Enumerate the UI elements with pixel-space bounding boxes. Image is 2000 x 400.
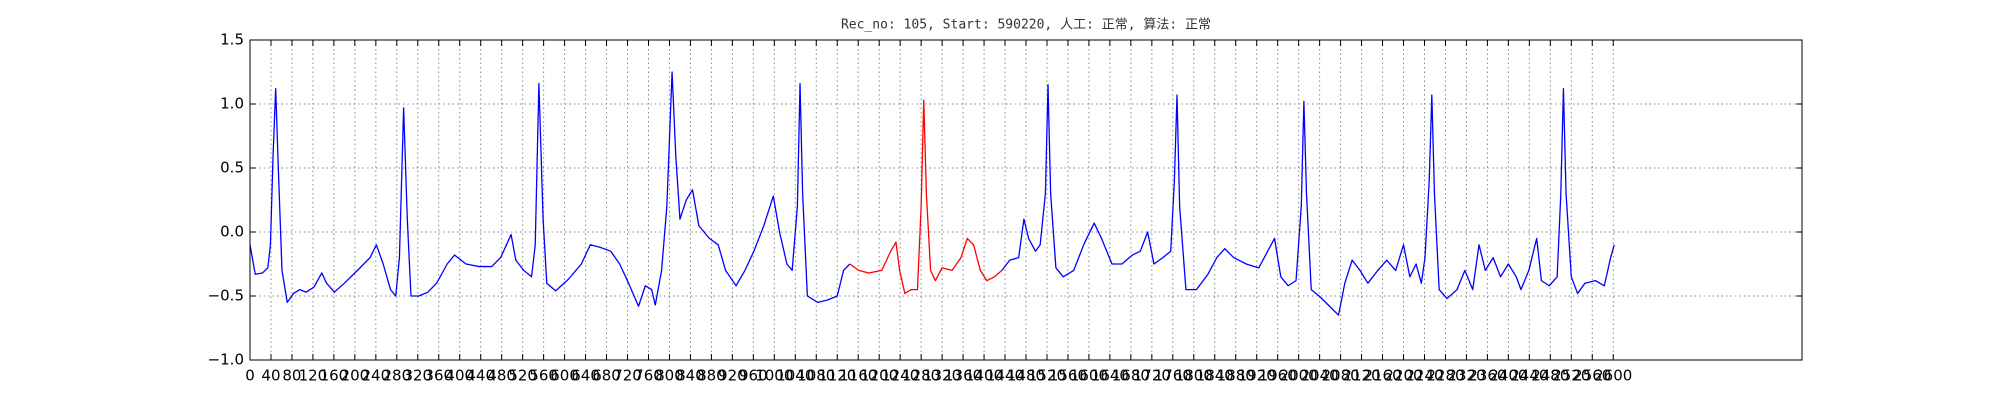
x-tick-label: 1840: [1196, 367, 1234, 385]
ecg-line: [849, 99, 1003, 295]
x-tick-label: 40: [261, 367, 280, 385]
x-tick-label: 920: [718, 367, 747, 385]
y-tick-label: −1.0: [208, 351, 244, 369]
x-tick-label: 1520: [1028, 367, 1066, 385]
x-tick-label: 240: [362, 367, 391, 385]
x-tick-label: 1120: [818, 367, 856, 385]
x-tick-label: 360: [424, 367, 453, 385]
x-tick-label: 1400: [965, 367, 1003, 385]
chart-title: Rec_no: 105, Start: 590220, 人工: 正常, 算法: …: [841, 18, 1211, 33]
x-tick-label: 1240: [881, 367, 919, 385]
x-tick-label: 280: [382, 367, 411, 385]
x-tick-label: 2440: [1510, 367, 1548, 385]
x-tick-label: 2160: [1363, 367, 1401, 385]
x-tick-label: 1320: [923, 367, 961, 385]
x-tick-label: 2200: [1384, 367, 1422, 385]
x-tick-label: 2400: [1489, 367, 1527, 385]
x-tick-label: 1160: [839, 367, 877, 385]
x-tick-label: 120: [299, 367, 328, 385]
x-tick-label: 1480: [1007, 367, 1045, 385]
x-tick-label: 1560: [1049, 367, 1087, 385]
x-tick-label: 2600: [1594, 367, 1632, 385]
x-tick-label: 2480: [1531, 367, 1569, 385]
x-tick-label: 1000: [755, 367, 793, 385]
plot-frame: [249, 39, 1803, 361]
x-tick-label: 320: [403, 367, 432, 385]
x-tick-label: 1080: [797, 367, 835, 385]
x-tick-label: 1760: [1154, 367, 1192, 385]
x-tick-label: 1360: [944, 367, 982, 385]
x-tick-label: 2320: [1447, 367, 1485, 385]
y-tick-label: 1.0: [220, 95, 244, 113]
x-tick-label: 600: [550, 367, 579, 385]
x-tick-label: 2360: [1468, 367, 1506, 385]
y-tick-label: −0.5: [208, 287, 244, 305]
ecg-line: [1001, 84, 1615, 316]
x-tick-label: 1040: [776, 367, 814, 385]
x-tick-label: 680: [592, 367, 621, 385]
x-tick-label: 1440: [986, 367, 1024, 385]
x-tick-label: 640: [571, 367, 600, 385]
x-tick-label: 1280: [902, 367, 940, 385]
x-tick-label: 2560: [1573, 367, 1611, 385]
x-tick-label: 960: [739, 367, 768, 385]
x-tick-label: 440: [466, 367, 495, 385]
x-tick-label: 1920: [1238, 367, 1276, 385]
y-tick-label: 0.0: [220, 223, 244, 241]
y-tick-label: 0.5: [220, 159, 244, 177]
x-tick-label: 400: [445, 367, 474, 385]
x-tick-label: 520: [508, 367, 537, 385]
x-tick-label: 2520: [1552, 367, 1590, 385]
x-tick-label: 2000: [1280, 367, 1318, 385]
x-tick-label: 160: [320, 367, 349, 385]
x-tick-label: 2240: [1405, 367, 1443, 385]
x-tick-label: 760: [634, 367, 663, 385]
x-tick-label: 1960: [1259, 367, 1297, 385]
x-tick-label: 1880: [1217, 367, 1255, 385]
x-tick-label: 720: [613, 367, 642, 385]
x-tick-label: 80: [282, 367, 301, 385]
x-tick-label: 2040: [1301, 367, 1339, 385]
x-tick-label: 1680: [1112, 367, 1150, 385]
x-tick-label: 0: [245, 367, 255, 385]
x-tick-label: 840: [676, 367, 705, 385]
y-tick-label: 1.5: [220, 31, 244, 49]
x-tick-label: 1600: [1070, 367, 1108, 385]
x-tick-label: 1800: [1175, 367, 1213, 385]
x-tick-label: 200: [341, 367, 370, 385]
x-tick-label: 880: [697, 367, 726, 385]
x-tick-label: 2280: [1426, 367, 1464, 385]
x-tick-label: 1720: [1133, 367, 1171, 385]
x-tick-label: 480: [487, 367, 516, 385]
x-tick-label: 800: [655, 367, 684, 385]
x-tick-label: 1640: [1091, 367, 1129, 385]
ecg-line: [249, 71, 851, 307]
x-tick-label: 560: [529, 367, 558, 385]
x-tick-label: 1200: [860, 367, 898, 385]
x-tick-label: 2120: [1342, 367, 1380, 385]
x-tick-label: 2080: [1322, 367, 1360, 385]
